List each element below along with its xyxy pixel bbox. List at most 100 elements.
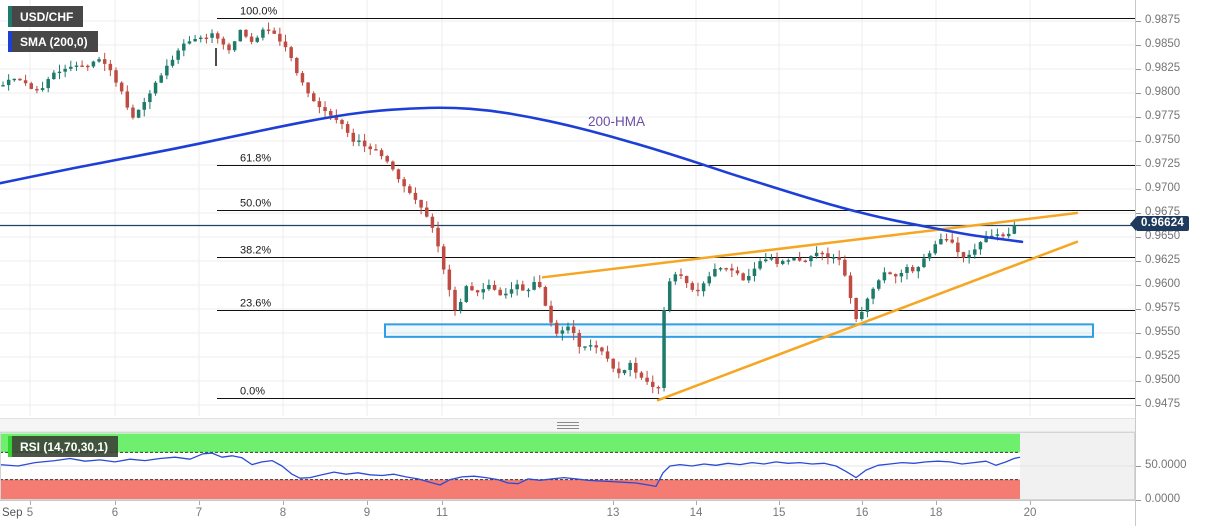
sma-indicator-label: SMA (200,0): [20, 34, 88, 49]
time-axis-tick: [936, 501, 937, 505]
fib-level-label: 38.2%: [240, 245, 271, 257]
time-axis-tick: [115, 501, 116, 505]
time-axis-tick: [779, 501, 780, 505]
price-axis-label: 0.9875: [1145, 14, 1181, 26]
time-axis-label: 11: [436, 507, 448, 519]
price-axis-tick: [1136, 237, 1141, 238]
price-axis-tick: [1136, 189, 1141, 190]
last-price-badge: 0.96624: [1130, 216, 1189, 232]
fib-level-label: 50.0%: [240, 198, 271, 210]
price-axis-tick: [1136, 261, 1141, 262]
rsi-accent-bar: [8, 436, 12, 457]
symbol-accent-bar: [8, 6, 12, 27]
time-axis-month-label: Sep: [2, 507, 23, 519]
time-axis-tick: [283, 501, 284, 505]
time-axis-tick: [613, 501, 614, 505]
rsi-indicator-label: RSI (14,70,30,1): [20, 439, 109, 454]
rsi-indicator-badge[interactable]: RSI (14,70,30,1): [8, 436, 119, 457]
rsi-line[interactable]: [0, 452, 1021, 488]
price-axis-tick: [1136, 405, 1141, 406]
time-axis-label: 14: [689, 507, 703, 519]
price-axis-tick: [1136, 333, 1141, 334]
time-axis-label: 15: [772, 507, 786, 519]
price-axis-label: 0.9700: [1145, 182, 1181, 194]
time-axis-label: 6: [111, 507, 119, 519]
time-axis-tick: [862, 501, 863, 505]
rsi-panel-border: [0, 432, 1135, 500]
price-chart-canvas[interactable]: 100.0% 61.8% 50.0% 38.2% 23.6% 0.0%: [0, 0, 1135, 418]
price-axis-label: 0.9675: [1145, 206, 1181, 218]
price-badge-arrow-icon: [1130, 216, 1136, 231]
candlestick-series[interactable]: [1, 22, 1017, 395]
price-axis[interactable]: 0.96624 0.9875 0.9850 0.9825 0.9800 0.9775 0.…: [1130, 0, 1207, 526]
price-axis-label: 0.9775: [1145, 110, 1181, 122]
price-axis-label: 0.9575: [1145, 302, 1181, 314]
panel-divider: [0, 418, 1135, 432]
fib-level-label: 61.8%: [240, 153, 271, 165]
rsi-axis-label: 50.0000: [1145, 459, 1187, 471]
sma-indicator-badge[interactable]: SMA (200,0): [8, 31, 98, 52]
support-zone-box[interactable]: [384, 323, 1094, 338]
trendline-upper-wedge[interactable]: [541, 211, 1079, 279]
fib-level-label: 23.6%: [240, 298, 271, 310]
price-axis-label: 0.9750: [1145, 134, 1181, 146]
price-axis-tick: [1136, 357, 1141, 358]
price-axis-tick: [1136, 45, 1141, 46]
time-axis-label: 5: [26, 507, 34, 519]
last-price-value: 0.96624: [1136, 216, 1189, 232]
price-axis-label: 0.9850: [1145, 38, 1181, 50]
time-axis-tick: [696, 501, 697, 505]
price-axis-tick: [1136, 21, 1141, 22]
symbol-label: USD/CHF: [20, 9, 74, 24]
price-axis-tick: [1136, 309, 1141, 310]
time-axis-tick: [1030, 501, 1031, 505]
price-chart-panel[interactable]: 100.0% 61.8% 50.0% 38.2% 23.6% 0.0% USD/CHF S…: [0, 0, 1135, 418]
rsi-chart-canvas[interactable]: [0, 432, 1135, 500]
rsi-axis-tick: [1136, 466, 1141, 467]
hma-line[interactable]: [0, 106, 1024, 244]
time-axis-label: 7: [195, 507, 203, 519]
price-axis-label: 0.9800: [1145, 86, 1181, 98]
time-axis-label: 20: [1023, 507, 1037, 519]
rsi-panel[interactable]: RSI (14,70,30,1): [0, 432, 1135, 500]
price-axis-label: 0.9550: [1145, 326, 1181, 338]
price-axis-tick: [1136, 165, 1141, 166]
gridlines: [0, 0, 1135, 416]
price-axis-tick: [1136, 381, 1141, 382]
fib-retracement[interactable]: 100.0% 61.8% 50.0% 38.2% 23.6% 0.0%: [215, 6, 1135, 399]
sma-accent-bar: [8, 31, 12, 52]
fib-level-label: 100.0%: [240, 6, 278, 18]
price-axis-label: 0.9600: [1145, 278, 1181, 290]
time-axis-label: 8: [279, 507, 287, 519]
symbol-badge[interactable]: USD/CHF: [8, 6, 84, 27]
time-axis-tick: [442, 501, 443, 505]
time-axis-label: 13: [606, 507, 620, 519]
price-axis-tick: [1136, 213, 1141, 214]
price-axis-tick: [1136, 117, 1141, 118]
overbought-band: [0, 433, 1020, 453]
price-axis-tick: [1136, 285, 1141, 286]
fib-level-label: 0.0%: [240, 386, 265, 398]
price-axis-tick: [1136, 141, 1141, 142]
time-axis-tick: [30, 501, 31, 505]
hma-line-label: 200-HMA: [588, 114, 646, 129]
price-axis-label: 0.9475: [1145, 398, 1181, 410]
trendlines[interactable]: [541, 211, 1079, 402]
time-axis-label: 18: [929, 507, 943, 519]
oversold-band: [0, 479, 1020, 499]
price-axis-label: 0.9625: [1145, 254, 1181, 266]
time-axis-label: 16: [855, 507, 869, 519]
price-axis-tick: [1136, 93, 1141, 94]
rsi-axis-label: 0.0000: [1145, 493, 1181, 505]
time-axis[interactable]: Sep 5 6 7 8 9 11 13 14 15 16 18 20: [0, 500, 1135, 526]
rsi-axis-tick: [1136, 500, 1141, 501]
time-axis-tick: [199, 501, 200, 505]
time-axis-tick: [367, 501, 368, 505]
price-axis-label: 0.9500: [1145, 374, 1181, 386]
price-axis-label: 0.9825: [1145, 62, 1181, 74]
price-axis-label: 0.9525: [1145, 350, 1181, 362]
panel-resize-handle[interactable]: [557, 422, 579, 429]
price-axis-tick: [1136, 69, 1141, 70]
trendline-lower-wedge[interactable]: [656, 240, 1079, 402]
